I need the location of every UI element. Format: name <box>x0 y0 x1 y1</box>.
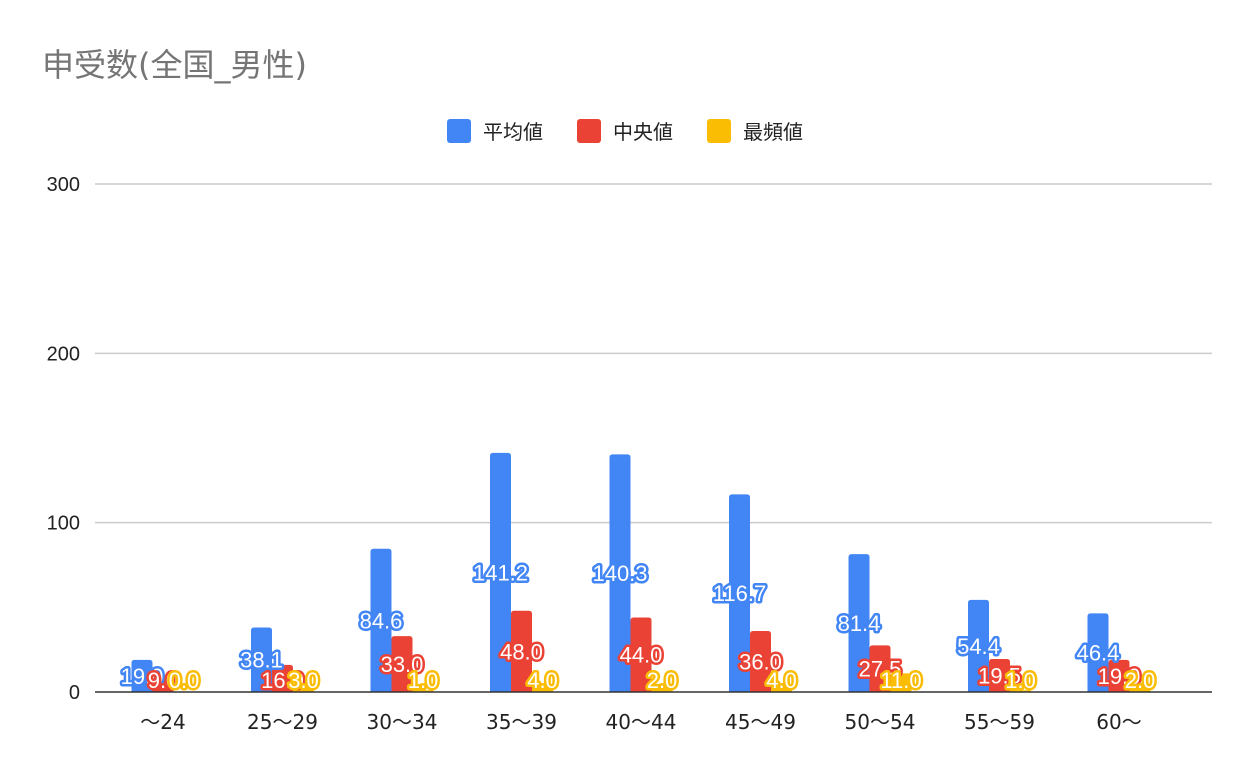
data-label: 9.0 <box>148 668 179 693</box>
legend-label-mode: 最頻値 <box>743 120 803 144</box>
bar[interactable] <box>152 676 174 692</box>
y-tick-label: 200 <box>47 343 80 365</box>
data-label: 44.0 <box>620 643 663 668</box>
x-tick-label: 25～29 <box>247 710 318 734</box>
bar[interactable] <box>251 627 272 692</box>
x-tick-label: 55～59 <box>964 710 1035 734</box>
legend-item-median[interactable]: 中央値 <box>577 116 673 145</box>
bar[interactable] <box>729 494 750 692</box>
bar[interactable] <box>131 659 153 692</box>
data-label: 11.0 <box>880 668 921 693</box>
legend-swatch-mode <box>707 118 731 143</box>
data-label: 27.5 <box>859 657 902 682</box>
bar[interactable] <box>1087 613 1109 692</box>
bar[interactable] <box>989 658 1010 692</box>
data-label: 33.0 <box>381 652 424 677</box>
data-label: 0.0 <box>169 668 200 693</box>
data-label: 116.7 <box>713 581 766 606</box>
bar[interactable] <box>651 688 673 692</box>
legend-item-mode[interactable]: 最頻値 <box>707 116 803 145</box>
data-label: 3.0 <box>288 668 319 693</box>
bar[interactable] <box>293 686 314 692</box>
data-label: 19.5 <box>978 663 1021 688</box>
y-tick-label: 100 <box>47 513 80 535</box>
data-label: 2.0 <box>1125 668 1156 693</box>
bar[interactable] <box>771 685 792 692</box>
bar[interactable] <box>869 645 891 692</box>
legend-item-average[interactable]: 平均値 <box>447 116 543 145</box>
x-tick-label: 45～49 <box>725 710 796 734</box>
x-tick-label: 40～44 <box>606 710 677 734</box>
x-tick-label: 30～34 <box>367 710 438 734</box>
data-label: 54.4 <box>957 634 1000 659</box>
legend-label-median: 中央値 <box>613 120 673 144</box>
bar[interactable] <box>272 664 293 692</box>
data-label: 48.0 <box>500 639 543 664</box>
data-label: 141.2 <box>473 560 528 585</box>
bar[interactable] <box>750 631 771 692</box>
data-label: 19.0 <box>121 664 164 689</box>
bar[interactable] <box>370 548 392 692</box>
x-tick-label: 35～39 <box>486 710 557 734</box>
data-label: 1.0 <box>408 668 439 693</box>
bar[interactable] <box>532 685 553 692</box>
bar[interactable] <box>391 636 413 692</box>
data-label: 36.0 <box>739 650 782 675</box>
bar[interactable] <box>1129 688 1151 692</box>
bar[interactable] <box>848 554 870 692</box>
chart-title: 申受数(全国_男性) <box>42 46 307 84</box>
x-tick-label: ～24 <box>140 710 185 734</box>
data-label: 38.1 <box>240 648 283 673</box>
legend-swatch-median <box>577 118 601 143</box>
data-label: 2.0 <box>647 668 678 693</box>
bar[interactable] <box>630 617 652 692</box>
data-label: 84.6 <box>360 608 403 633</box>
y-tick-label: 0 <box>69 682 80 704</box>
bar[interactable] <box>609 454 631 692</box>
data-label: 4.0 <box>766 668 797 693</box>
y-tick-label: 300 <box>47 174 80 196</box>
data-label: 46.4 <box>1077 641 1120 666</box>
data-label: 19.0 <box>1098 664 1141 689</box>
legend-swatch-average <box>447 118 471 143</box>
data-label: 1.0 <box>1005 668 1036 693</box>
data-label: 16.0 <box>261 668 304 693</box>
data-label: 4.0 <box>527 668 558 693</box>
legend: 平均値 中央値 最頻値 <box>0 116 1250 145</box>
data-label: 140.3 <box>592 561 647 586</box>
data-label: 81.4 <box>838 611 881 636</box>
x-tick-label: 60～ <box>1096 710 1141 734</box>
bar[interactable] <box>968 599 989 692</box>
bar[interactable] <box>511 610 532 692</box>
x-tick-label: 50～54 <box>845 710 916 734</box>
bar[interactable] <box>490 452 511 692</box>
bar[interactable] <box>1108 659 1130 692</box>
legend-label-average: 平均値 <box>483 120 543 144</box>
bar[interactable] <box>890 673 912 692</box>
